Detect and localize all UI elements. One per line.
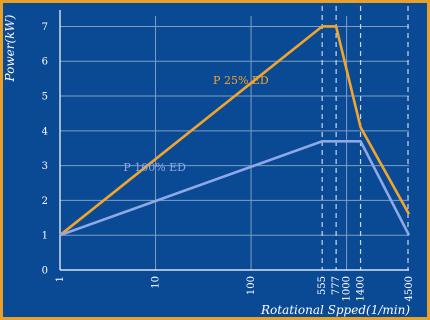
y-tick-label: 1: [42, 231, 48, 242]
y-tick-label: 5: [42, 92, 48, 103]
grid: [59, 16, 409, 270]
x-tick-label: 10: [151, 276, 162, 289]
y-tick-label: 3: [42, 161, 48, 172]
series-lines: [59, 25, 411, 237]
y-axis-title: Power(kW): [3, 14, 17, 82]
x-tick-label: 1: [55, 276, 66, 282]
y-tick-label: 4: [42, 126, 48, 137]
y-tick-label: 2: [42, 196, 48, 207]
y-tick-label: 6: [42, 57, 48, 68]
axes: [59, 10, 409, 271]
series-line-p25: [59, 25, 411, 237]
series-label-p100: P 100% ED: [123, 161, 186, 174]
series-label-p25: P 25% ED: [213, 74, 269, 87]
x-axis-title: Rotational Spped(1/min): [260, 303, 410, 317]
labels: 0 1 2 3 4 5 6 7 1 10 100 555 777 1000 1400 4500 P 25% ED…: [42, 22, 415, 302]
x-tick-label: 777: [331, 276, 342, 295]
x-tick-label: 100: [246, 276, 257, 295]
series-line-p100: [59, 140, 411, 237]
x-tick-label: 1000: [342, 276, 353, 301]
dashed-reference-lines: [321, 6, 409, 270]
x-tick-label: 4500: [404, 276, 415, 301]
y-tick-label: 0: [42, 266, 48, 277]
x-tick-label: 555: [317, 276, 328, 295]
y-tick-label: 7: [42, 22, 48, 33]
x-tick-label: 1400: [356, 276, 367, 301]
